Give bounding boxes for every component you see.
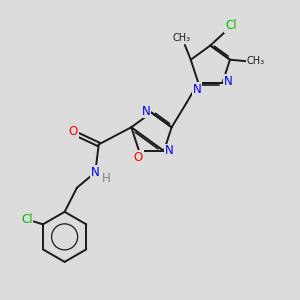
Text: N: N bbox=[142, 105, 151, 118]
Text: CH₃: CH₃ bbox=[173, 33, 191, 43]
Text: H: H bbox=[102, 172, 111, 185]
Text: N: N bbox=[192, 83, 201, 96]
Text: N: N bbox=[165, 145, 174, 158]
Text: N: N bbox=[91, 166, 100, 179]
Text: O: O bbox=[134, 151, 143, 164]
Text: N: N bbox=[224, 75, 232, 88]
Text: O: O bbox=[68, 125, 78, 138]
Text: CH₃: CH₃ bbox=[247, 56, 265, 66]
Text: Cl: Cl bbox=[225, 19, 237, 32]
Text: Cl: Cl bbox=[21, 213, 33, 226]
